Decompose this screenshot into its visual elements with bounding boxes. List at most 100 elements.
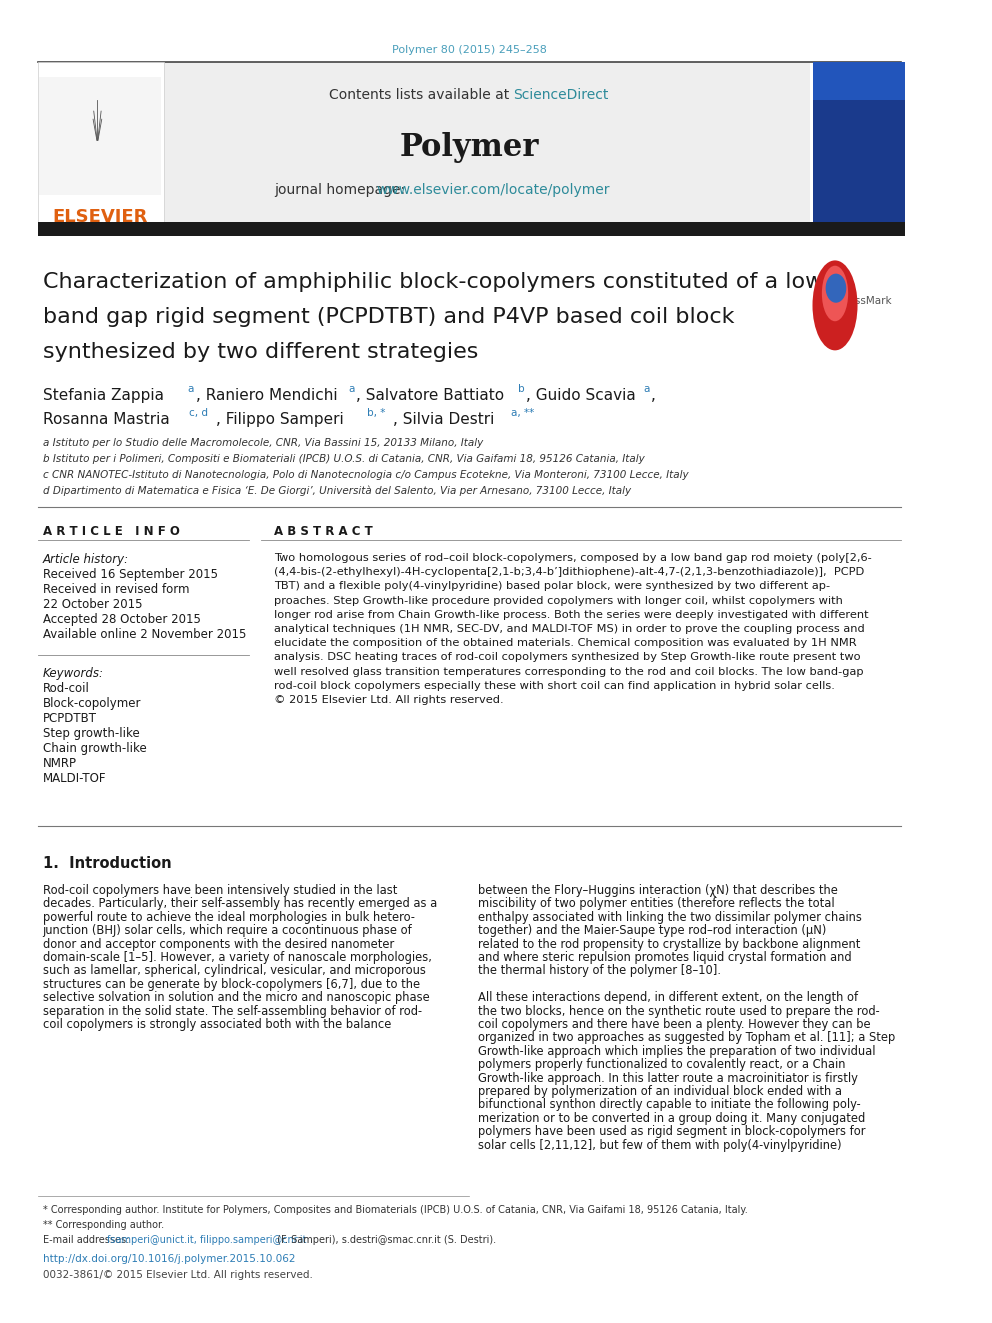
Text: Block-copolymer: Block-copolymer (43, 697, 141, 710)
Text: decades. Particularly, their self-assembly has recently emerged as a: decades. Particularly, their self-assemb… (43, 897, 436, 910)
Text: analysis. DSC heating traces of rod-coil copolymers synthesized by Step Growth-l: analysis. DSC heating traces of rod-coil… (275, 652, 861, 663)
Text: NMRP: NMRP (43, 757, 76, 770)
Text: donor and acceptor components with the desired nanometer: donor and acceptor components with the d… (43, 938, 394, 951)
Text: Contents lists available at: Contents lists available at (329, 89, 514, 102)
Text: ELSEVIER: ELSEVIER (52, 208, 148, 226)
Text: together) and the Maier-Saupe type rod–rod interaction (μN): together) and the Maier-Saupe type rod–r… (478, 925, 826, 937)
Text: ,: , (651, 388, 656, 404)
FancyBboxPatch shape (38, 62, 165, 222)
Text: a, **: a, ** (511, 407, 534, 418)
Text: ** Corresponding author.: ** Corresponding author. (43, 1220, 164, 1230)
Text: Accepted 28 October 2015: Accepted 28 October 2015 (43, 613, 200, 626)
Text: the two blocks, hence on the synthetic route used to prepare the rod-: the two blocks, hence on the synthetic r… (478, 1004, 880, 1017)
Text: E-mail addresses:: E-mail addresses: (43, 1234, 132, 1245)
Text: 0032-3861/© 2015 Elsevier Ltd. All rights reserved.: 0032-3861/© 2015 Elsevier Ltd. All right… (43, 1270, 312, 1279)
Text: b: b (519, 384, 525, 394)
Text: All these interactions depend, in different extent, on the length of: All these interactions depend, in differ… (478, 991, 858, 1004)
Text: selective solvation in solution and the micro and nanoscopic phase: selective solvation in solution and the … (43, 991, 430, 1004)
Text: b Istituto per i Polimeri, Compositi e Biomateriali (IPCB) U.O.S. di Catania, CN: b Istituto per i Polimeri, Compositi e B… (43, 454, 645, 464)
Text: a: a (643, 384, 650, 394)
Text: such as lamellar, spherical, cylindrical, vesicular, and microporous: such as lamellar, spherical, cylindrical… (43, 964, 426, 978)
Text: , Guido Scavia: , Guido Scavia (526, 388, 636, 404)
Ellipse shape (822, 266, 848, 321)
Text: organized in two approaches as suggested by Topham et al. [11]; a Step: organized in two approaches as suggested… (478, 1032, 895, 1044)
Text: http://dx.doi.org/10.1016/j.polymer.2015.10.062: http://dx.doi.org/10.1016/j.polymer.2015… (43, 1254, 295, 1263)
Text: Polymer 80 (2015) 245–258: Polymer 80 (2015) 245–258 (392, 45, 547, 56)
Text: Two homologous series of rod–coil block-copolymers, composed by a low band gap r: Two homologous series of rod–coil block-… (275, 553, 872, 564)
Text: * Corresponding author. Institute for Polymers, Composites and Biomaterials (IPC: * Corresponding author. Institute for Po… (43, 1205, 747, 1215)
Text: Growth-like approach which implies the preparation of two individual: Growth-like approach which implies the p… (478, 1045, 875, 1058)
Text: , Silvia Destri: , Silvia Destri (394, 411, 495, 427)
Text: b, *: b, * (367, 407, 385, 418)
Text: Rod-coil copolymers have been intensively studied in the last: Rod-coil copolymers have been intensivel… (43, 884, 397, 897)
Text: Received 16 September 2015: Received 16 September 2015 (43, 568, 217, 581)
Text: proaches. Step Growth-like procedure provided copolymers with longer coil, whils: proaches. Step Growth-like procedure pro… (275, 595, 843, 606)
Text: prepared by polymerization of an individual block ended with a: prepared by polymerization of an individ… (478, 1085, 841, 1098)
Text: enthalpy associated with linking the two dissimilar polymer chains: enthalpy associated with linking the two… (478, 910, 861, 923)
Text: (4,4-bis-(2-ethylhexyl)-4H-cyclopenta[2,1-b;3,4-b’]dithiophene)-alt-4,7-(2,1,3-b: (4,4-bis-(2-ethylhexyl)-4H-cyclopenta[2,… (275, 568, 865, 577)
Text: related to the rod propensity to crystallize by backbone alignment: related to the rod propensity to crystal… (478, 938, 860, 951)
Text: coil copolymers is strongly associated both with the balance: coil copolymers is strongly associated b… (43, 1017, 391, 1031)
Text: Available online 2 November 2015: Available online 2 November 2015 (43, 628, 246, 642)
Text: Rod-coil: Rod-coil (43, 681, 89, 695)
Text: Article history:: Article history: (43, 553, 129, 566)
Text: 1.  Introduction: 1. Introduction (43, 856, 172, 871)
Text: Keywords:: Keywords: (43, 667, 103, 680)
Text: Chain growth-like: Chain growth-like (43, 742, 146, 755)
FancyBboxPatch shape (40, 77, 162, 194)
Text: structures can be generate by block-copolymers [6,7], due to the: structures can be generate by block-copo… (43, 978, 420, 991)
Ellipse shape (812, 261, 857, 351)
Text: polymer: polymer (832, 82, 894, 95)
Text: A R T I C L E   I N F O: A R T I C L E I N F O (43, 525, 180, 538)
Text: synthesized by two different strategies: synthesized by two different strategies (43, 343, 478, 363)
Text: polymers have been used as rigid segment in block-copolymers for: polymers have been used as rigid segment… (478, 1125, 865, 1138)
Text: a: a (348, 384, 354, 394)
FancyBboxPatch shape (812, 62, 905, 101)
Text: analytical techniques (1H NMR, SEC-DV, and MALDI-TOF MS) in order to prove the c: analytical techniques (1H NMR, SEC-DV, a… (275, 624, 865, 634)
Text: 22 October 2015: 22 October 2015 (43, 598, 142, 611)
Text: TBT) and a flexible poly(4-vinylpyridine) based polar block, were synthesized by: TBT) and a flexible poly(4-vinylpyridine… (275, 581, 830, 591)
Text: fsamperi@unict.it, filippo.samperi@cnr.it: fsamperi@unict.it, filippo.samperi@cnr.i… (107, 1234, 307, 1245)
Text: c CNR NANOTEC-Istituto di Nanotecnologia, Polo di Nanotecnologia c/o Campus Ecot: c CNR NANOTEC-Istituto di Nanotecnologia… (43, 470, 688, 480)
Text: longer rod arise from Chain Growth-like process. Both the series were deeply inv: longer rod arise from Chain Growth-like … (275, 610, 869, 619)
Text: A B S T R A C T: A B S T R A C T (275, 525, 373, 538)
Text: elucidate the composition of the obtained materials. Chemical composition was ev: elucidate the composition of the obtaine… (275, 638, 857, 648)
Text: rod-coil block copolymers especially these with short coil can find application : rod-coil block copolymers especially the… (275, 681, 835, 691)
Text: CrossMark: CrossMark (837, 296, 892, 306)
Text: solar cells [2,11,12], but few of them with poly(4-vinylpyridine): solar cells [2,11,12], but few of them w… (478, 1139, 841, 1151)
Text: between the Flory–Huggins interaction (χN) that describes the: between the Flory–Huggins interaction (χ… (478, 884, 837, 897)
Text: , Salvatore Battiato: , Salvatore Battiato (356, 388, 504, 404)
Text: merization or to be converted in a group doing it. Many conjugated: merization or to be converted in a group… (478, 1111, 865, 1125)
Text: Step growth-like: Step growth-like (43, 728, 139, 740)
FancyBboxPatch shape (812, 62, 905, 222)
FancyBboxPatch shape (38, 222, 905, 235)
Text: Rosanna Mastria: Rosanna Mastria (43, 411, 170, 427)
Text: © 2015 Elsevier Ltd. All rights reserved.: © 2015 Elsevier Ltd. All rights reserved… (275, 695, 504, 705)
Text: , Filippo Samperi: , Filippo Samperi (215, 411, 343, 427)
Text: Received in revised form: Received in revised form (43, 583, 189, 595)
Circle shape (825, 274, 846, 303)
Text: coil copolymers and there have been a plenty. However they can be: coil copolymers and there have been a pl… (478, 1017, 870, 1031)
Text: and where steric repulsion promotes liquid crystal formation and: and where steric repulsion promotes liqu… (478, 951, 851, 964)
Text: journal homepage:: journal homepage: (275, 183, 410, 197)
Text: bifunctional synthon directly capable to initiate the following poly-: bifunctional synthon directly capable to… (478, 1098, 860, 1111)
Text: PCPDTBT: PCPDTBT (43, 712, 96, 725)
Text: Growth-like approach. In this latter route a macroinitiator is firstly: Growth-like approach. In this latter rou… (478, 1072, 857, 1085)
Text: (F. Samperi), s.destri@smac.cnr.it (S. Destri).: (F. Samperi), s.destri@smac.cnr.it (S. D… (275, 1234, 496, 1245)
Text: the thermal history of the polymer [8–10].: the thermal history of the polymer [8–10… (478, 964, 720, 978)
Text: www.elsevier.com/locate/polymer: www.elsevier.com/locate/polymer (376, 183, 610, 197)
Text: powerful route to achieve the ideal morphologies in bulk hetero-: powerful route to achieve the ideal morp… (43, 910, 415, 923)
Text: miscibility of two polymer entities (therefore reflects the total: miscibility of two polymer entities (the… (478, 897, 834, 910)
Text: junction (BHJ) solar cells, which require a cocontinuous phase of: junction (BHJ) solar cells, which requir… (43, 925, 413, 937)
FancyBboxPatch shape (165, 62, 809, 222)
Text: a Istituto per lo Studio delle Macromolecole, CNR, Via Bassini 15, 20133 Milano,: a Istituto per lo Studio delle Macromole… (43, 438, 483, 448)
Text: , Raniero Mendichi: , Raniero Mendichi (195, 388, 337, 404)
Text: band gap rigid segment (PCPDTBT) and P4VP based coil block: band gap rigid segment (PCPDTBT) and P4V… (43, 307, 734, 327)
Text: Characterization of amphiphilic block-copolymers constituted of a low: Characterization of amphiphilic block-co… (43, 273, 823, 292)
Text: well resolved glass transition temperatures corresponding to the rod and coil bl: well resolved glass transition temperatu… (275, 667, 864, 676)
Text: Polymer: Polymer (400, 132, 539, 163)
Text: d Dipartimento di Matematica e Fisica ‘E. De Giorgi’, Università del Salento, Vi: d Dipartimento di Matematica e Fisica ‘E… (43, 486, 631, 496)
Text: polymers properly functionalized to covalently react, or a Chain: polymers properly functionalized to cova… (478, 1058, 845, 1072)
Text: MALDI-TOF: MALDI-TOF (43, 773, 106, 785)
Text: separation in the solid state. The self-assembling behavior of rod-: separation in the solid state. The self-… (43, 1004, 422, 1017)
